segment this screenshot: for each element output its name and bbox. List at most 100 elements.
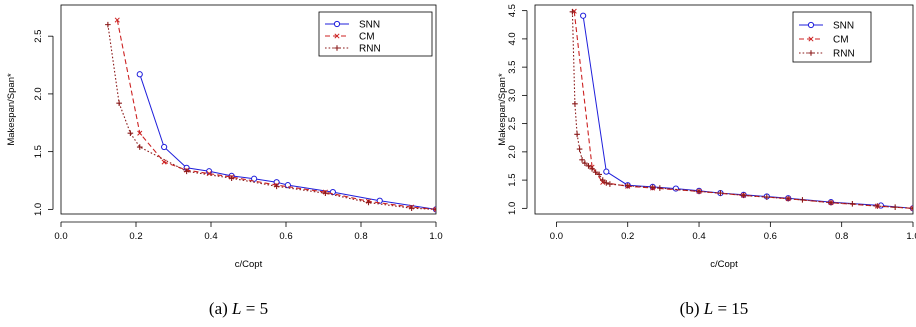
plot-frame bbox=[60, 4, 437, 215]
caption-equation: = 5 bbox=[242, 299, 269, 318]
x-axis: 0.0 0.2 0.4 0.6 0.8 1.0 bbox=[550, 221, 916, 242]
data-point bbox=[433, 206, 436, 213]
chart-panel-2: 0.0 0.2 0.4 0.6 0.8 1.0 1.0 1.5 2.0 2.5 3.0 3.5 4.0 4… bbox=[497, 4, 916, 318]
data-point bbox=[136, 71, 143, 78]
data-point bbox=[161, 159, 167, 165]
data-point bbox=[585, 163, 592, 169]
x-axis-label: c/Copt bbox=[710, 259, 738, 270]
data-point bbox=[137, 130, 143, 136]
data-point bbox=[763, 194, 770, 200]
y-axis: 1.0 1.5 2.0 2.5 bbox=[33, 30, 54, 216]
data-point bbox=[849, 201, 856, 207]
legend-marker bbox=[334, 33, 340, 39]
x-tick-label: 1.0 bbox=[429, 231, 442, 242]
x-tick-label: 0.0 bbox=[550, 231, 563, 242]
data-point bbox=[596, 171, 602, 178]
data-point bbox=[572, 101, 578, 107]
data-point bbox=[365, 199, 372, 206]
data-point bbox=[251, 175, 258, 182]
y-axis-label: Makespan/Span* bbox=[6, 73, 17, 146]
x-tick-label: 0.6 bbox=[279, 231, 292, 242]
data-point bbox=[910, 205, 913, 211]
y-tick-label: 2.0 bbox=[507, 145, 518, 158]
x-tick-label: 0.0 bbox=[54, 231, 67, 242]
y-axis-label: Makespan/Span* bbox=[497, 73, 508, 146]
y-tick-label: 1.0 bbox=[33, 203, 44, 216]
data-point bbox=[433, 206, 436, 212]
data-point bbox=[580, 12, 587, 19]
data-point bbox=[599, 177, 606, 183]
legend-marker bbox=[334, 45, 340, 51]
series-line bbox=[116, 19, 436, 210]
legend-label: CM bbox=[359, 32, 375, 43]
subfigure-caption: (b) L = 15 bbox=[680, 299, 749, 318]
y-tick-label: 1.0 bbox=[507, 202, 518, 215]
legend-box bbox=[318, 11, 433, 57]
data-point bbox=[717, 190, 724, 196]
x-tick-label: 0.8 bbox=[354, 231, 367, 242]
data-point bbox=[607, 181, 613, 187]
data-point bbox=[136, 144, 143, 150]
y-tick-label: 3.0 bbox=[507, 89, 518, 102]
series-rnn bbox=[105, 21, 436, 213]
legend-label: SNN bbox=[833, 21, 854, 32]
legend-marker bbox=[808, 50, 814, 56]
data-point bbox=[329, 188, 336, 196]
series-rnn bbox=[569, 8, 913, 212]
chart-panel-1: 0.0 0.2 0.4 0.6 0.8 1.0 1.0 1.5 2.0 2.5 c/Copt Make… bbox=[6, 4, 443, 318]
data-point bbox=[696, 188, 702, 195]
x-axis: 0.0 0.2 0.4 0.6 0.8 1.0 bbox=[54, 221, 443, 242]
data-point bbox=[161, 143, 168, 151]
y-tick-label: 3.5 bbox=[507, 61, 518, 74]
data-point bbox=[105, 21, 111, 28]
x-tick-label: 0.6 bbox=[764, 231, 777, 242]
data-point bbox=[574, 131, 580, 138]
y-tick-label: 1.5 bbox=[33, 145, 44, 158]
legend-marker bbox=[808, 36, 814, 42]
data-point bbox=[592, 169, 599, 175]
data-point bbox=[624, 182, 631, 189]
legend-marker bbox=[807, 21, 815, 29]
legend-label: RNN bbox=[833, 49, 855, 60]
data-point bbox=[228, 175, 235, 182]
legend-marker bbox=[333, 20, 341, 28]
data-point bbox=[603, 168, 610, 175]
data-point bbox=[603, 180, 610, 186]
y-tick-label: 4.0 bbox=[507, 32, 518, 45]
caption-equation: = 15 bbox=[713, 299, 748, 318]
caption-variable: L bbox=[231, 299, 241, 318]
y-tick-label: 1.5 bbox=[507, 173, 518, 186]
legend-box bbox=[792, 11, 872, 63]
data-point bbox=[892, 204, 898, 211]
data-point bbox=[273, 183, 280, 190]
data-point bbox=[408, 205, 415, 212]
series-line bbox=[139, 74, 436, 210]
data-point bbox=[576, 146, 583, 152]
data-point bbox=[376, 197, 383, 204]
data-point bbox=[116, 100, 122, 106]
data-point bbox=[672, 185, 679, 192]
x-tick-label: 0.4 bbox=[692, 231, 705, 242]
series-snn bbox=[136, 71, 436, 213]
data-point bbox=[579, 156, 585, 163]
data-point bbox=[740, 192, 747, 199]
data-point bbox=[582, 160, 588, 166]
data-point bbox=[828, 199, 834, 206]
legend-label: RNN bbox=[359, 44, 381, 55]
data-point bbox=[183, 168, 190, 175]
y-axis: 1.0 1.5 2.0 2.5 3.0 3.5 4.0 4.5 bbox=[507, 4, 528, 215]
caption-label: (b) bbox=[680, 299, 704, 318]
y-tick-label: 2.5 bbox=[507, 117, 518, 130]
data-point bbox=[785, 195, 791, 202]
legend-label: SNN bbox=[359, 20, 380, 31]
data-point bbox=[874, 203, 881, 209]
data-point bbox=[589, 166, 595, 172]
caption-label: (a) bbox=[209, 299, 232, 318]
subfigure-caption: (a) L = 5 bbox=[209, 299, 268, 318]
data-point bbox=[799, 197, 806, 203]
data-point bbox=[649, 184, 656, 191]
x-tick-label: 0.8 bbox=[835, 231, 848, 242]
